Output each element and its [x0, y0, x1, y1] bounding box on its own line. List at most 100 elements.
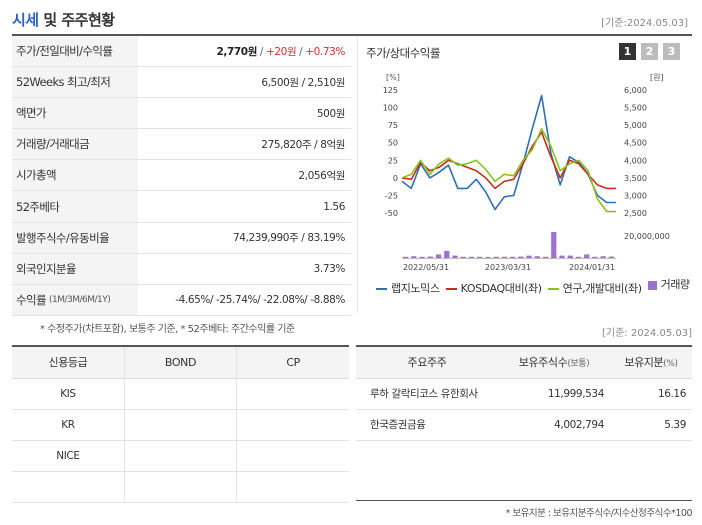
legend-label: 거래량 — [660, 278, 691, 291]
col-header-shares-text: 보유주식수 — [518, 356, 568, 370]
volume-bar — [452, 255, 458, 258]
volume-bar — [608, 256, 614, 258]
price-chart: [%] [원] 125 100 75 50 25 0 -25 -50 6,000 5,500 5,000… — [383, 73, 670, 272]
legend-label: KOSDAQ대비(좌) — [460, 281, 542, 295]
table-cell — [123, 409, 237, 441]
holder-name: 한국증권금융 — [356, 409, 498, 441]
quote-row-market-cap: 시가총액 2,056억원 — [12, 160, 351, 192]
quote-value-returns: -4.65%/ -25.74%/ -22.08%/ -8.88% — [175, 293, 345, 306]
section-title-bar: 시세 및 주주현황 [기준:2024.05.03] — [12, 9, 692, 31]
volume-bar — [435, 254, 442, 258]
legend-item[interactable]: 연구,개발대비(좌) — [547, 281, 642, 297]
left-tick-label: 0 — [393, 174, 398, 183]
legend-item[interactable]: 거래량 — [647, 277, 691, 293]
quote-value: 1.56 — [323, 200, 345, 213]
holder-shares: 11,999,534 — [498, 378, 610, 410]
quote-label: 거래량/거래대금 — [12, 129, 138, 160]
quote-label: 액면가 — [12, 98, 138, 129]
separator: / — [256, 45, 266, 58]
quote-row-par-value: 액면가 500원 — [12, 98, 351, 130]
quote-table: 주가/전일대비/수익률 2,770원 / +20원 / +0.73% 52Wee… — [12, 36, 351, 316]
table-cell: KR — [12, 409, 125, 441]
legend-item[interactable]: 랩지노믹스 — [376, 281, 440, 297]
separator: / — [296, 45, 306, 58]
table-cell — [236, 378, 349, 410]
quote-row-volume: 거래량/거래대금 275,820주 / 8억원 — [12, 129, 351, 161]
holders-footnote: * 보유지분 : 보유지분주식수/지수산정주식수*100 — [505, 508, 693, 519]
major-shareholders-table: 주요주주 보유주식수(보통) 보유지분(%) 루하 갈락티코스 유한회사 11,… — [356, 345, 692, 502]
table-cell — [123, 378, 237, 410]
table-row: NICE — [12, 440, 349, 472]
quote-label: 주가/전일대비/수익률 — [12, 36, 138, 67]
quote-value: 2,056억원 — [298, 169, 345, 182]
section-title-rest: 및 주주현황 — [38, 11, 115, 29]
title-divider — [12, 34, 692, 36]
legend-swatch — [376, 287, 387, 290]
table-row: 루하 갈락티코스 유한회사 11,999,534 16.16 — [356, 378, 692, 410]
volume-tick-label: 20,000,000 — [624, 232, 670, 241]
volume-bar — [592, 256, 598, 258]
volume-bar — [444, 250, 450, 258]
holders-header-row: 주요주주 보유주식수(보통) 보유지분(%) — [356, 347, 692, 379]
quote-value: 74,239,990주 / 83.19% — [232, 232, 345, 245]
quote-label: 시가총액 — [12, 160, 138, 191]
x-tick-label: 2023/03/31 — [485, 263, 531, 272]
quote-value: 6,500원 / 2,510원 — [261, 76, 345, 89]
current-price: 2,770원 — [216, 45, 258, 58]
holders-reference-date: [기준: 2024.05.03] — [601, 328, 692, 339]
right-axis-unit: [원] — [650, 73, 664, 82]
volume-bar — [534, 256, 540, 258]
right-tick-label: 3,000 — [624, 191, 647, 200]
quote-row-beta: 52주베타 1.56 — [12, 191, 351, 223]
left-tick-label: -50 — [385, 209, 398, 218]
col-header-ratio-sub: (%) — [663, 359, 678, 370]
chart-panel: 주가/상대수익률 1 2 3 [%] [원] 125 100 75 50 25 0 -25 -50… — [357, 36, 692, 313]
chart-page-1-button[interactable]: 1 — [619, 43, 636, 60]
table-cell — [123, 440, 237, 472]
chart-legend: 랩지노믹스 KOSDAQ대비(좌) 연구,개발대비(좌) 거래량 — [376, 277, 696, 297]
volume-bar — [477, 256, 483, 258]
quote-row-shares: 발행주식수/유동비율 74,239,990주 / 83.19% — [12, 222, 351, 254]
quote-row-foreign: 외국인지분율 3.73% — [12, 253, 351, 285]
table-row: 한국증권금융 4,002,794 5.39 — [356, 409, 692, 441]
quote-value: 3.73% — [313, 262, 346, 275]
left-tick-label: 75 — [388, 121, 398, 130]
quote-label: 외국인지분율 — [12, 253, 138, 284]
right-tick-label: 4,000 — [624, 156, 647, 165]
quote-row-price: 주가/전일대비/수익률 2,770원 / +20원 / +0.73% — [12, 36, 351, 68]
volume-bar — [600, 256, 606, 258]
table-cell — [236, 440, 349, 472]
volume-bar — [559, 255, 565, 258]
volume-bar — [468, 256, 475, 258]
table-cell — [123, 471, 237, 503]
quote-label: 52주베타 — [12, 191, 138, 222]
volume-bar — [584, 254, 590, 258]
volume-bar — [460, 256, 466, 258]
holder-ratio — [610, 471, 692, 502]
table-cell — [236, 471, 349, 503]
quote-label: 발행주식수/유동비율 — [12, 222, 138, 253]
price-change: +20원 — [266, 45, 297, 58]
col-header-ratio: 보유지분(%) — [610, 347, 692, 379]
x-tick-label: 2022/05/31 — [403, 263, 449, 272]
volume-bar — [501, 256, 507, 258]
quote-label: 수익률 (1M/3M/6M/1Y) — [12, 284, 138, 315]
holder-name: 루하 갈락티코스 유한회사 — [356, 378, 498, 410]
quote-label-sub: (1M/3M/6M/1Y) — [48, 294, 111, 305]
chart-page-2-button[interactable]: 2 — [641, 43, 658, 60]
legend-swatch — [647, 280, 657, 290]
col-header-shares: 보유주식수(보통) — [498, 347, 610, 379]
quote-label-text: 수익률 — [16, 292, 47, 307]
volume-bar — [485, 257, 491, 258]
quote-row-returns: 수익률 (1M/3M/6M/1Y) -4.65%/ -25.74%/ -22.08… — [12, 284, 351, 316]
volume-bar — [518, 256, 524, 258]
table-cell — [12, 471, 125, 503]
left-tick-label: 125 — [383, 86, 398, 95]
chart-page-3-button[interactable]: 3 — [663, 43, 680, 60]
right-tick-label: 5,500 — [624, 104, 647, 113]
legend-item[interactable]: KOSDAQ대비(좌) — [445, 281, 542, 297]
left-axis-unit: [%] — [386, 73, 400, 82]
volume-bar — [575, 256, 582, 258]
holder-shares — [498, 440, 610, 471]
quote-footnote: * 수정주가(차트포함), 보통주 기준, * 52주베타: 주간수익률 기준 — [40, 324, 295, 335]
